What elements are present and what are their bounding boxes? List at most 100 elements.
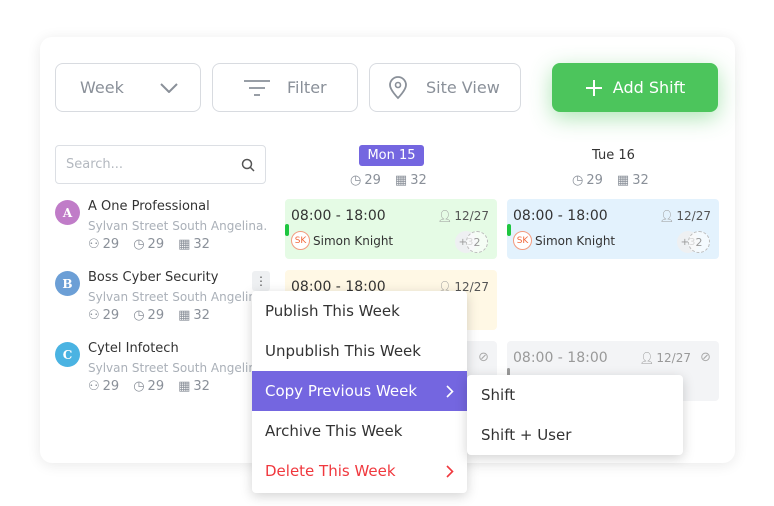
chevron-right-icon — [446, 384, 454, 398]
eye-off-icon: ⊘ — [478, 350, 489, 365]
menu-item-label: Publish This Week — [265, 302, 400, 320]
days-count: 32 — [193, 379, 210, 394]
person-icon: 👤︎ — [639, 351, 655, 365]
company-row[interactable]: C Cytel Infotech Sylvan Street South Ang… — [55, 341, 270, 402]
clock-icon: ◷ — [572, 173, 584, 188]
menu-item-publish[interactable]: Publish This Week — [252, 291, 467, 331]
company-row[interactable]: A A One Professional Sylvan Street South… — [55, 199, 270, 260]
company-address: Sylvan Street South Angelina.. — [88, 290, 268, 304]
filter-icon — [243, 79, 271, 97]
extra-users-badge[interactable]: 2 — [688, 231, 710, 253]
eye-off-icon: ⊘ — [700, 350, 711, 365]
shift-count: 12/27 — [454, 209, 489, 223]
user-count: 29 — [102, 379, 120, 394]
site-view-label: Site View — [426, 78, 500, 97]
menu-item-unpublish[interactable]: Unpublish This Week — [252, 331, 467, 371]
submenu-item-shift[interactable]: Shift — [467, 375, 683, 415]
site-view-button[interactable]: Site View — [369, 63, 521, 112]
filter-button[interactable]: Filter — [212, 63, 358, 112]
week-context-menu: Publish This Week Unpublish This Week Co… — [252, 291, 467, 493]
submenu-item-shift-user[interactable]: Shift + User — [467, 415, 683, 455]
avatar: SK — [291, 231, 310, 250]
filter-label: Filter — [287, 78, 327, 97]
shift-time: 08:00 - 18:00 — [291, 208, 386, 224]
search-icon — [241, 158, 255, 172]
company-stats: ⚇ 29 ◷ 29 ▦ 32 — [88, 237, 210, 252]
avatar: SK — [513, 231, 532, 250]
menu-item-copy-previous[interactable]: Copy Previous Week — [252, 371, 467, 411]
person-icon: 👤︎ — [437, 209, 453, 223]
status-indicator — [507, 368, 510, 380]
days-count: 32 — [193, 237, 210, 252]
menu-item-label: Shift + User — [481, 426, 572, 444]
user-name: Simon Knight — [535, 233, 616, 248]
location-pin-icon — [388, 75, 408, 100]
more-options-icon[interactable]: ⋮ — [252, 271, 270, 291]
search-placeholder: Search... — [66, 157, 124, 172]
company-stats: ⚇ 29 ◷ 29 ▦ 32 — [88, 308, 210, 323]
clock-icon: ◷ — [133, 379, 145, 394]
day-header-mon[interactable]: Mon 15 — [359, 145, 424, 166]
menu-item-label: Unpublish This Week — [265, 342, 421, 360]
status-indicator — [285, 224, 289, 236]
calendar-icon: ▦ — [616, 173, 630, 188]
days-count: 32 — [193, 308, 210, 323]
company-avatar: C — [55, 342, 80, 367]
copy-submenu: Shift Shift + User — [467, 375, 683, 455]
day-label: Mon 15 — [367, 148, 416, 163]
shift-count: 12/27 — [656, 351, 691, 365]
menu-item-label: Delete This Week — [265, 462, 396, 480]
calendar-icon: ▦ — [178, 379, 191, 394]
company-name: Boss Cyber Security — [88, 270, 219, 285]
company-stats: ⚇ 29 ◷ 29 ▦ 32 — [88, 379, 210, 394]
day-hours: 29 — [364, 173, 381, 188]
user-icon: ⚇ — [88, 379, 100, 394]
company-address: Sylvan Street South Angelina.. — [88, 361, 268, 375]
chevron-right-icon — [446, 464, 454, 478]
menu-item-label: Archive This Week — [265, 422, 403, 440]
clock-icon: ◷ — [133, 308, 145, 323]
company-avatar: A — [55, 200, 80, 225]
menu-item-delete[interactable]: Delete This Week — [252, 451, 467, 491]
calendar-icon: ▦ — [394, 173, 408, 188]
day-count: 32 — [632, 173, 649, 188]
user-name: Simon Knight — [313, 233, 394, 248]
user-icon: ⚇ — [88, 308, 100, 323]
calendar-icon: ▦ — [178, 308, 191, 323]
calendar-icon: ▦ — [178, 237, 191, 252]
menu-item-archive[interactable]: Archive This Week — [252, 411, 467, 451]
company-name: A One Professional — [88, 199, 210, 214]
day-stats-tue: ◷ 29 ▦ 32 — [572, 173, 649, 188]
user-count: 29 — [102, 237, 120, 252]
add-shift-button[interactable]: Add Shift — [552, 63, 718, 112]
shift-time: 08:00 - 18:00 — [513, 350, 608, 366]
chevron-down-icon — [160, 82, 178, 93]
view-dropdown-label: Week — [80, 78, 124, 97]
user-icon: ⚇ — [88, 237, 100, 252]
company-row[interactable]: B Boss Cyber Security Sylvan Street Sout… — [55, 270, 270, 331]
day-count: 32 — [410, 173, 427, 188]
company-address: Sylvan Street South Angelina.. — [88, 219, 268, 233]
company-name: Cytel Infotech — [88, 341, 179, 356]
menu-item-label: Shift — [481, 386, 516, 404]
clock-icon: ◷ — [133, 237, 145, 252]
view-dropdown[interactable]: Week — [55, 63, 201, 112]
extra-users-badge[interactable]: 2 — [466, 231, 488, 253]
person-icon: 👤︎ — [437, 280, 453, 294]
hours-count: 29 — [147, 379, 165, 394]
person-icon: 👤︎ — [659, 209, 675, 223]
day-hours: 29 — [586, 173, 603, 188]
day-stats-mon: ◷ 29 ▦ 32 — [350, 173, 427, 188]
day-label: Tue 16 — [592, 148, 635, 163]
day-header-tue[interactable]: Tue 16 — [581, 148, 646, 163]
shift-count: 12/27 — [454, 280, 489, 294]
hours-count: 29 — [147, 237, 165, 252]
status-indicator — [507, 224, 511, 236]
search-input[interactable]: Search... — [55, 145, 266, 184]
user-count: 29 — [102, 308, 120, 323]
add-shift-label: Add Shift — [612, 78, 686, 97]
plus-icon — [585, 79, 603, 97]
shift-time: 08:00 - 18:00 — [513, 208, 608, 224]
